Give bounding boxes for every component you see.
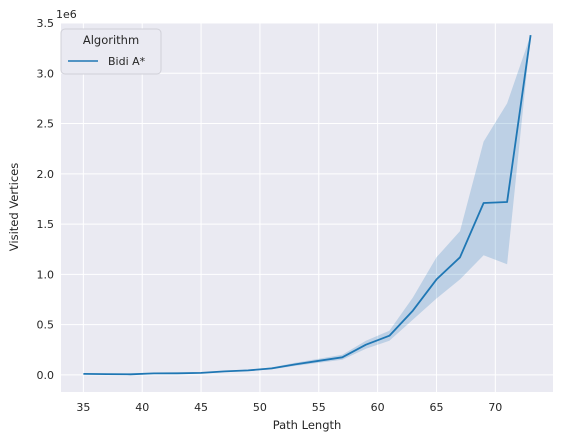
y-tick-label: 3.5 (37, 17, 55, 30)
x-tick-label: 40 (135, 401, 149, 414)
y-tick-label: 1.0 (37, 268, 55, 281)
x-tick-labels: 35 40 45 50 55 60 65 70 (76, 401, 502, 414)
y-axis-label: Visited Vertices (7, 163, 21, 251)
x-tick-label: 55 (312, 401, 326, 414)
confidence-band (83, 35, 531, 375)
x-tick-label: 65 (429, 401, 443, 414)
x-tick-label: 70 (488, 401, 502, 414)
x-axis-label: Path Length (273, 418, 342, 432)
y-tick-label: 0.0 (37, 369, 55, 382)
y-tick-label: 3.0 (37, 67, 55, 80)
legend: Algorithm Bidi A* (60, 28, 162, 75)
x-tick-label: 60 (371, 401, 385, 414)
y-tick-label: 2.5 (37, 118, 55, 131)
y-tick-labels: 0.0 0.5 1.0 1.5 2.0 2.5 3.0 3.5 (37, 17, 55, 382)
series-line-bidi-a-star (83, 34, 532, 376)
y-tick-label: 2.0 (37, 168, 55, 181)
legend-entry-bidi-a-star: Bidi A* (108, 55, 146, 68)
x-tick-label: 35 (76, 401, 90, 414)
grid (61, 22, 553, 392)
y-tick-label: 0.5 (37, 319, 55, 332)
y-offset-label: 1e6 (56, 8, 77, 21)
x-tick-label: 45 (194, 401, 208, 414)
line-layer (83, 34, 532, 376)
y-tick-label: 1.5 (37, 218, 55, 231)
confidence-band-layer (83, 35, 531, 375)
plot-area (61, 23, 553, 392)
legend-title: Algorithm (83, 33, 139, 47)
x-tick-label: 50 (253, 401, 267, 414)
legend-box (60, 28, 162, 75)
